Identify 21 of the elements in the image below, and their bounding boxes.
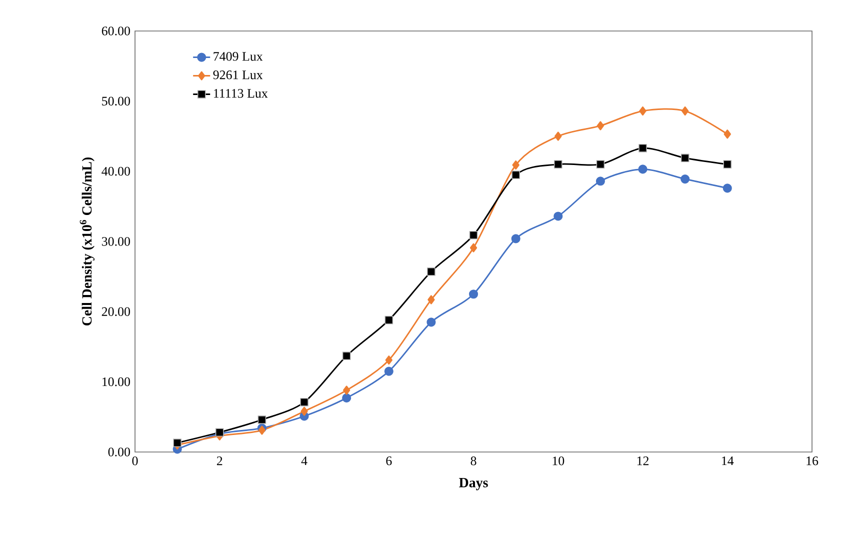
x-tick-label: 2 — [216, 456, 222, 466]
y-tick-label: 20.00 — [102, 307, 130, 316]
y-tick-label: 0.00 — [108, 448, 130, 456]
legend-label: 7409 Lux — [214, 52, 263, 61]
y-tick-label: 60.00 — [102, 26, 130, 36]
x-tick-label: 16 — [806, 456, 818, 466]
y-tick-label: 40.00 — [102, 166, 130, 176]
x-tick-label: 6 — [386, 456, 392, 466]
legend-label: 11113 Lux — [214, 89, 268, 98]
y-tick-label: 10.00 — [102, 377, 130, 386]
legend-label: 9261 Lux — [213, 70, 263, 80]
x-tick-label: 0 — [132, 456, 138, 466]
y-tick-label: 50.00 — [102, 96, 130, 106]
x-tick-label: 8 — [470, 456, 476, 466]
x-tick-label: 14 — [722, 456, 734, 466]
x-axis-title: Days — [459, 478, 488, 490]
y-axis-title: Cell Density (x10$^{6}$ Cells/mL) — [80, 157, 95, 326]
x-tick-label: 10 — [552, 456, 564, 466]
y-tick-label: 30.00 — [102, 237, 130, 246]
x-tick-label: 4 — [301, 456, 308, 466]
x-tick-label: 12 — [637, 456, 649, 466]
